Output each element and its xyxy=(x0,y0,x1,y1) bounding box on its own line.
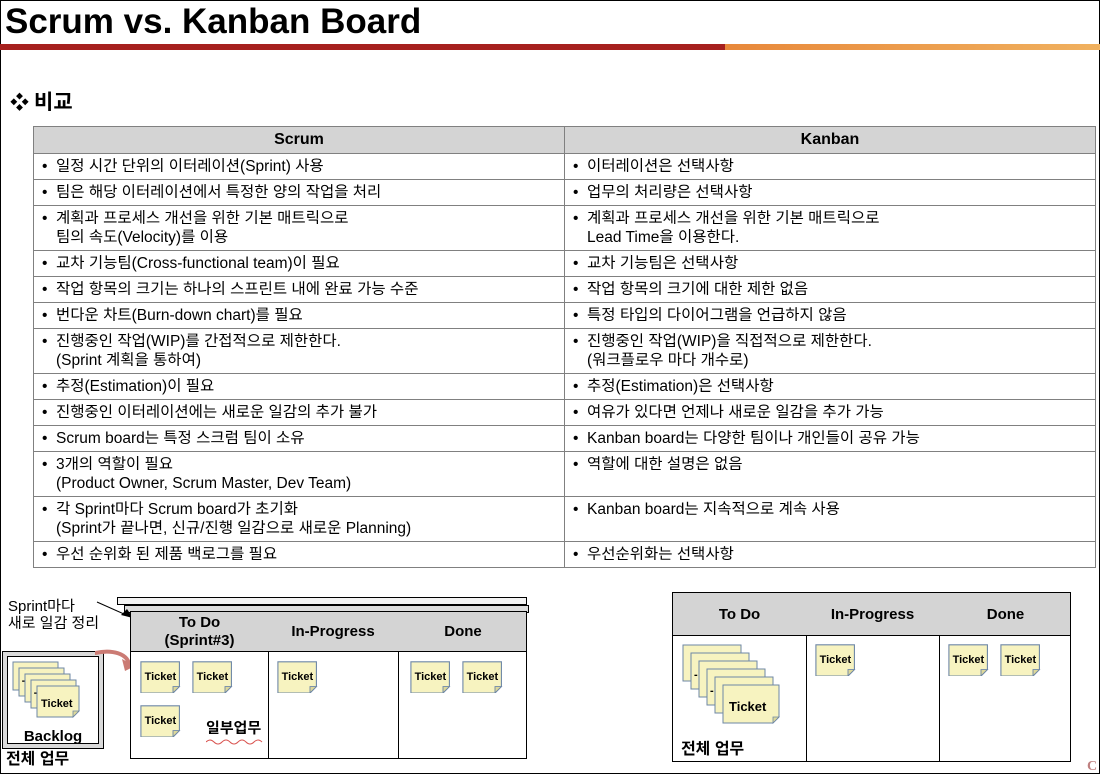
svg-text:Ticket: Ticket xyxy=(820,654,852,666)
svg-text:Ticket: Ticket xyxy=(953,654,985,666)
svg-text:Ticket: Ticket xyxy=(1005,654,1037,666)
svg-text:-: - xyxy=(710,685,714,697)
svg-text:Ticket: Ticket xyxy=(729,699,767,714)
svg-text:-: - xyxy=(694,669,698,681)
